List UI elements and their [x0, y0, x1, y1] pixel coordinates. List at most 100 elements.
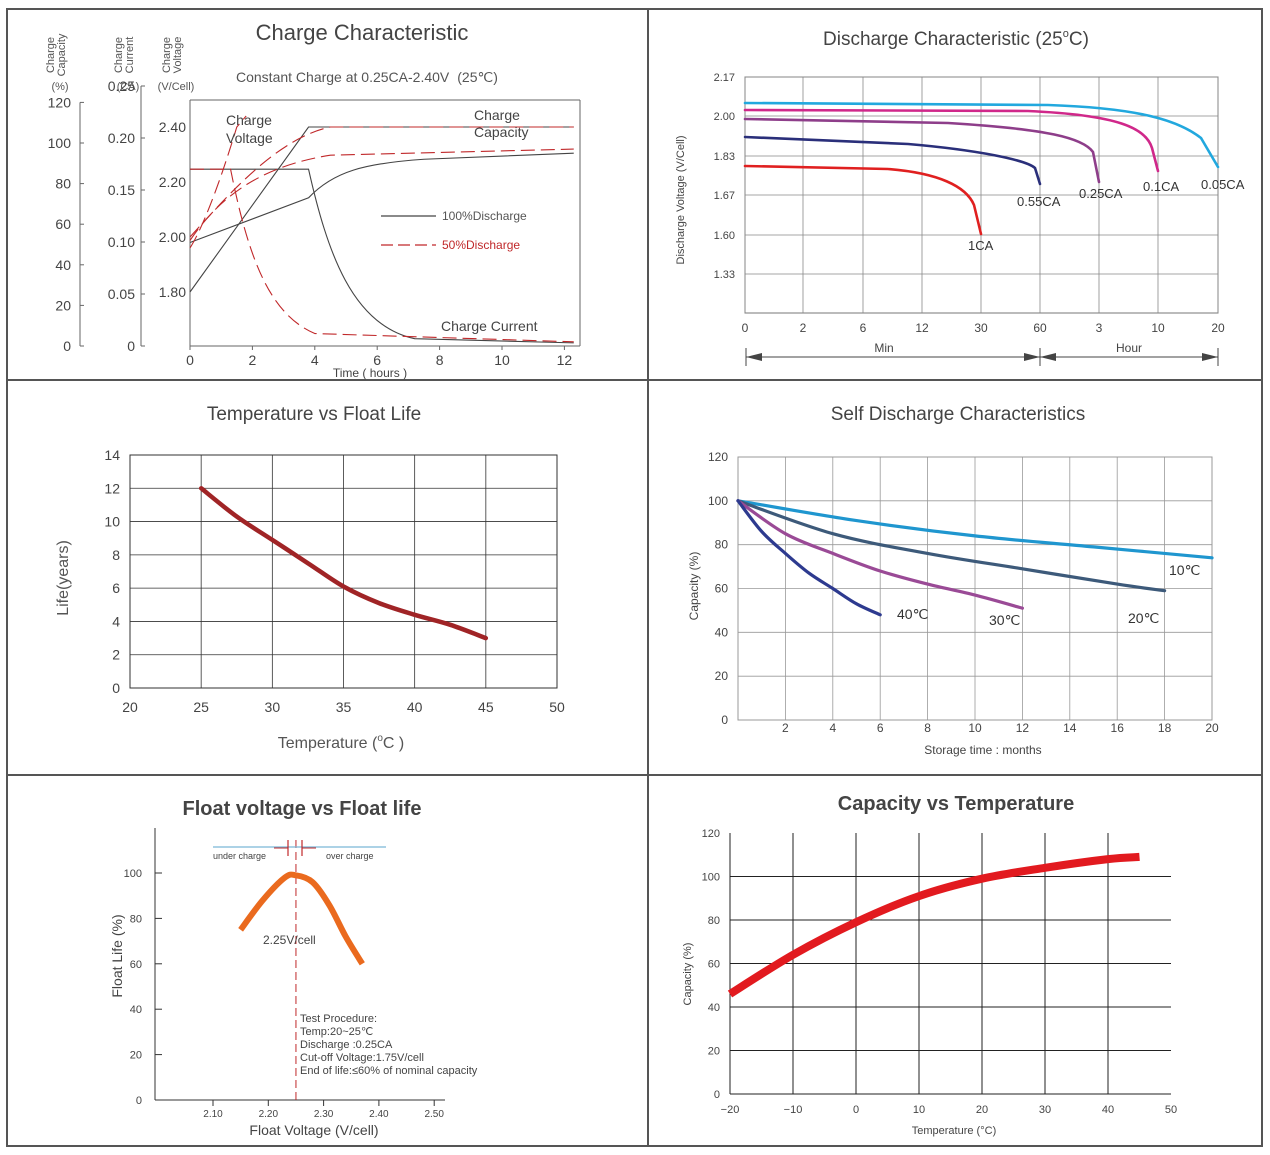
- current-100-discharge-line: [190, 168, 574, 344]
- capacity-head-line-1: Charge: [45, 37, 57, 73]
- voltage-tick-label: 2.40: [159, 119, 186, 135]
- charge-x-tick-label: 4: [311, 352, 319, 368]
- float-voltage-x-tick-label: 2.50: [424, 1109, 444, 1120]
- discharge-y-tick-label: 2.00: [714, 111, 735, 123]
- temp-life-y-tick-label: 12: [104, 480, 120, 496]
- self-discharge-x-tick-label: 8: [924, 721, 931, 735]
- capacity-temp-y-tick-label: 120: [702, 828, 720, 840]
- capacity-temp-x-tick-label: 50: [1165, 1104, 1177, 1116]
- capacity-temp-axes: −20 −10 0 10 20 30 40 50 0 20 40 60 80 100 120: [702, 828, 1177, 1116]
- capacity-temp-xlabel: Temperature (°C): [912, 1125, 996, 1137]
- capacity-temp-x-tick-label: 10: [913, 1104, 925, 1116]
- temp-life-axes: 20 25 30 35 40 45 50 0 2 4 6 8 10 12 14: [104, 447, 565, 715]
- discharge-ylabel: Discharge Voltage (V/Cell): [675, 135, 687, 264]
- discharge-curve-label: 0.1CA: [1143, 179, 1179, 194]
- self-discharge-x-tick-label: 10: [968, 721, 982, 735]
- discharge-x-tick-label: 3: [1096, 321, 1103, 335]
- discharge-curve-label: 0.05CA: [1201, 177, 1245, 192]
- float-voltage-panel: Float voltage vs Float life Float Life (…: [109, 798, 478, 1138]
- capacity-tick-label: 0: [63, 338, 71, 354]
- voltage-tick-label: 1.80: [159, 284, 186, 300]
- temp-life-y-tick-label: 6: [112, 580, 120, 596]
- temp-life-ylabel: Life(years): [55, 540, 72, 616]
- temp-life-x-tick-label: 45: [478, 699, 494, 715]
- float-voltage-x-tick-label: 2.20: [259, 1109, 279, 1120]
- discharge-curve-label: 0.25CA: [1079, 186, 1123, 201]
- self-discharge-curve-10℃: [736, 499, 1214, 560]
- legend-50-discharge: 50%Discharge: [442, 238, 520, 252]
- charge-x-tick-label: 2: [249, 352, 257, 368]
- discharge-title-degree: o: [1063, 28, 1069, 40]
- current-tick-label: 0.20: [108, 130, 135, 146]
- capacity-temp-y-tick-label: 60: [708, 959, 720, 971]
- temp-life-x-tick-label: 50: [549, 699, 565, 715]
- capacity-temp-x-tick-label: 30: [1039, 1104, 1051, 1116]
- capacity-head-unit: (%): [51, 81, 68, 93]
- float-voltage-x-tick-label: 2.30: [314, 1109, 334, 1120]
- discharge-title-end: C): [1069, 29, 1089, 50]
- temp-life-xlabel-degree: o: [377, 733, 383, 744]
- capacity-temp-curve: [727, 852, 1140, 998]
- discharge-title-text: Discharge Characteristic (25: [823, 29, 1063, 50]
- float-voltage-title: Float voltage vs Float life: [183, 798, 422, 820]
- discharge-curve-0.55CA: [743, 135, 1042, 186]
- capacity-temp-curve: [727, 852, 1140, 998]
- discharge-curve-label: 1CA: [968, 238, 994, 253]
- self-discharge-curve-30℃: [736, 499, 1024, 610]
- discharge-x-tick-label: 6: [860, 321, 867, 335]
- self-discharge-x-tick-label: 18: [1158, 721, 1172, 735]
- self-discharge-curve-20℃: [736, 499, 1167, 593]
- self-discharge-curve-40℃: [736, 499, 882, 617]
- discharge-curves: 1CA 0.55CA 0.25CA 0.1CA 0.05CA: [743, 101, 1245, 253]
- charge-curves: [189, 115, 574, 344]
- capacity-temp-title: Capacity vs Temperature: [838, 793, 1074, 815]
- capacity-tick-label: 60: [55, 216, 71, 232]
- float-voltage-y-tick-label: 80: [130, 913, 142, 925]
- temp-life-curve: [198, 486, 489, 641]
- voltage-tick-label: 2.00: [159, 229, 186, 245]
- float-voltage-y-tick-label: 0: [136, 1095, 142, 1107]
- discharge-curve-label: 0.55CA: [1017, 194, 1061, 209]
- temp-life-x-tick-label: 40: [407, 699, 423, 715]
- self-discharge-x-tick-label: 20: [1205, 721, 1219, 735]
- capacity-tick-label: 80: [55, 176, 71, 192]
- capacity-tick-label: 20: [55, 297, 71, 313]
- capacity-temp-x-tick-label: 20: [976, 1104, 988, 1116]
- charge-characteristic-panel: Charge Characteristic Constant Charge at…: [45, 20, 581, 380]
- charge-axes: 0 2 4 6 8 10 1202040608010012000.050.100.150.2…: [48, 78, 581, 368]
- self-discharge-curve-label: 10℃: [1169, 562, 1200, 578]
- discharge-chart-title: Discharge Characteristic (25oC): [823, 28, 1089, 50]
- discharge-x-tick-label: 20: [1211, 321, 1225, 335]
- charge-x-tick-label: 8: [436, 352, 444, 368]
- self-discharge-axes: 2 4 6 8 10 12 14 16 18 20 0 20 40 60 80 100 120: [708, 450, 1219, 735]
- chart-grid: Charge Characteristic Constant Charge at…: [6, 8, 1263, 1147]
- capacity-tick-label: 100: [48, 135, 72, 151]
- float-voltage-ylabel: Float Life (%): [109, 914, 125, 997]
- float-voltage-y-tick-label: 100: [124, 868, 142, 880]
- self-discharge-curve-label: 30℃: [989, 612, 1020, 628]
- capacity-temp-x-tick-label: −10: [784, 1104, 803, 1116]
- float-voltage-x-tick-label: 2.40: [369, 1109, 389, 1120]
- temp-life-xlabel: Temperature (oC ): [278, 733, 404, 752]
- over-charge-label: over charge: [326, 851, 374, 861]
- charge-capacity-annotation-2: Capacity: [474, 124, 528, 140]
- voltage-head-unit: (V/Cell): [158, 81, 195, 93]
- self-discharge-y-tick-label: 100: [708, 494, 728, 508]
- discharge-y-tick-label: 1.83: [714, 151, 735, 163]
- voltage-50-discharge-line: [189, 115, 247, 249]
- discharge-x-tick-label: 10: [1151, 321, 1165, 335]
- float-voltage-curve: [238, 871, 365, 966]
- self-discharge-curves: 10℃ 20℃ 30℃ 40℃: [736, 499, 1214, 628]
- nominal-voltage-label: 2.25V/cell: [263, 933, 316, 947]
- discharge-characteristic-panel: Discharge Characteristic (25oC) Discharg…: [675, 28, 1245, 366]
- charts-canvas: Charge Characteristic Constant Charge at…: [8, 10, 1261, 1145]
- current-tick-label: 0.10: [108, 234, 135, 250]
- current-tick-label: 0.05: [108, 286, 135, 302]
- temp-life-y-tick-label: 0: [112, 680, 120, 696]
- self-discharge-y-tick-label: 20: [715, 669, 729, 683]
- float-voltage-y-tick-label: 20: [130, 1050, 142, 1062]
- discharge-y-tick-label: 1.67: [714, 190, 735, 202]
- temp-life-xlabel-text: Temperature (: [278, 735, 378, 752]
- temp-life-y-tick-label: 14: [104, 447, 120, 463]
- self-discharge-x-tick-label: 6: [877, 721, 884, 735]
